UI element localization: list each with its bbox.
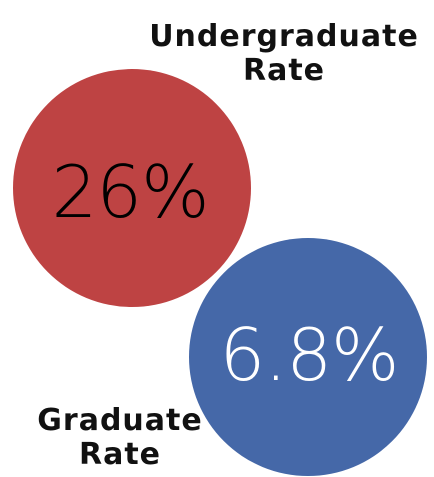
graduate-rate-value: 6.8% [219,313,400,397]
graduate-rate-circle: 6.8% [189,238,427,476]
undergraduate-rate-value: 26% [51,150,209,234]
graduate-rate-label: Graduate Rate [25,404,215,472]
graduate-label-line2: Rate [78,437,162,472]
undergraduate-rate-label: Undergraduate Rate [145,20,423,88]
undergraduate-label-line2: Rate [242,53,326,88]
undergraduate-rate-circle: 26% [13,69,251,307]
graduate-label-line1: Graduate [37,403,203,438]
undergraduate-label-line1: Undergraduate [149,19,419,54]
